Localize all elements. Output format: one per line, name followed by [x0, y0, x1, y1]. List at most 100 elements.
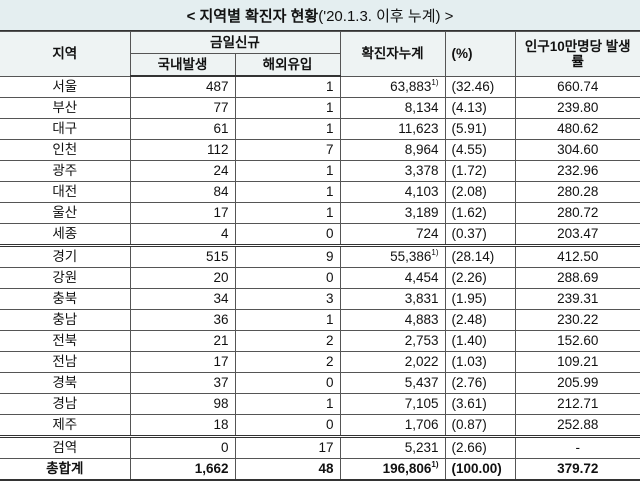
domestic-cell: 17 — [129, 202, 236, 224]
cumulative-cell-value: 55,386 — [390, 249, 432, 264]
imported-cell-value: 1 — [325, 121, 334, 136]
imported-cell: 0 — [234, 414, 341, 438]
rate-cell: 239.80 — [514, 97, 640, 119]
imported-cell: 1 — [234, 118, 341, 140]
cumulative-cell: 3,831 — [339, 288, 446, 310]
percent-cell: (2.48) — [444, 309, 516, 331]
domestic-cell-value: 0 — [220, 440, 229, 455]
rate-cell: - — [514, 436, 640, 459]
imported-cell: 1 — [234, 97, 341, 119]
rate-cell-value: 203.47 — [557, 226, 599, 241]
region-cell: 총합계 — [0, 458, 131, 481]
percent-cell: (4.13) — [444, 97, 516, 119]
imported-cell-value: 7 — [325, 142, 334, 157]
cumulative-cell: 5,231 — [339, 436, 446, 459]
region-cell-value: 경남 — [52, 396, 78, 411]
imported-cell: 9 — [234, 245, 341, 268]
imported-cell: 3 — [234, 288, 341, 310]
cumulative-cell: 3,189 — [339, 202, 446, 224]
percent-cell-value: (1.03) — [451, 354, 487, 369]
rate-cell: 109.21 — [514, 351, 640, 373]
percent-cell: (0.87) — [444, 414, 516, 438]
cumulative-cell-value: 196,806 — [382, 461, 432, 476]
cumulative-cell-value: 5,437 — [404, 375, 439, 390]
footnote-marker: 1) — [431, 77, 439, 87]
imported-cell-value: 2 — [325, 333, 334, 348]
region-cell: 경북 — [0, 372, 131, 394]
domestic-cell-value: 487 — [205, 79, 229, 94]
rate-cell-value: 239.31 — [557, 291, 599, 306]
imported-cell-value: 17 — [318, 440, 334, 455]
domestic-cell: 24 — [129, 160, 236, 182]
cumulative-cell-value: 2,753 — [404, 333, 439, 348]
rate-cell: 205.99 — [514, 372, 640, 394]
footnote-marker: 1) — [431, 248, 439, 257]
percent-cell-value: (5.91) — [451, 121, 487, 136]
region-cell: 서울 — [0, 75, 131, 98]
domestic-cell: 61 — [129, 118, 236, 140]
table-row: 경남 98 1 7,105 (3.61) 212.71 — [0, 393, 640, 415]
cumulative-cell-value: 63,883 — [390, 78, 432, 94]
table-row: 전북 21 2 2,753 (1.40) 152.60 — [0, 330, 640, 352]
imported-cell-value: 1 — [325, 184, 334, 199]
region-cell-value: 대전 — [52, 184, 78, 199]
cumulative-cell: 4,883 — [339, 309, 446, 331]
domestic-cell: 77 — [129, 97, 236, 119]
imported-cell-value: 1 — [325, 312, 334, 327]
rate-cell: 412.50 — [514, 245, 640, 268]
title-sub: ('20.1.3. 이후 누계) > — [318, 7, 454, 25]
domestic-cell-value: 112 — [206, 142, 229, 157]
header-new-today: 금일신규 — [129, 31, 341, 54]
table-row: 검역 0 17 5,231 (2.66) - — [0, 436, 640, 459]
imported-cell-value: 3 — [325, 291, 334, 306]
percent-cell-value: (1.40) — [451, 333, 487, 348]
rate-cell: 288.69 — [514, 267, 640, 289]
percent-cell-value: (1.62) — [451, 205, 487, 220]
region-cell: 대구 — [0, 118, 131, 140]
domestic-cell-value: 34 — [213, 291, 229, 306]
domestic-cell-value: 37 — [213, 375, 229, 390]
region-cell-value: 검역 — [52, 440, 78, 455]
rate-cell-value: 152.60 — [557, 333, 599, 348]
percent-cell-value: (100.00) — [451, 461, 502, 476]
percent-cell-value: (28.14) — [451, 249, 495, 264]
cumulative-cell: 4,454 — [339, 267, 446, 289]
region-cell-value: 총합계 — [46, 461, 84, 476]
percent-cell-value: (1.72) — [451, 163, 487, 178]
imported-cell: 1 — [234, 309, 341, 331]
percent-cell: (4.55) — [444, 139, 516, 161]
rate-cell-value: 230.22 — [557, 312, 599, 327]
table-title: < 지역별 확진자 현황 ('20.1.3. 이후 누계) > — [0, 0, 640, 31]
imported-cell-value: 0 — [325, 375, 334, 390]
region-cell-value: 부산 — [52, 100, 78, 115]
cumulative-cell: 2,753 — [339, 330, 446, 352]
rate-cell: 232.96 — [514, 160, 640, 182]
domestic-cell-value: 84 — [213, 184, 229, 199]
region-cell: 충북 — [0, 288, 131, 310]
percent-cell-value: (2.66) — [451, 440, 487, 455]
table-row: 부산 77 1 8,134 (4.13) 239.80 — [0, 97, 640, 119]
imported-cell-value: 1 — [325, 205, 334, 220]
domestic-cell-value: 98 — [213, 396, 229, 411]
percent-cell: (1.40) — [444, 330, 516, 352]
domestic-cell: 20 — [129, 267, 236, 289]
imported-cell: 17 — [234, 436, 341, 459]
table-row: 총합계 1,662 48 196,8061) (100.00) 379.72 — [0, 458, 640, 481]
region-cell-value: 충남 — [52, 312, 78, 327]
domestic-cell: 36 — [129, 309, 236, 331]
rate-cell-value: 232.96 — [557, 163, 599, 178]
domestic-cell: 18 — [129, 414, 236, 438]
percent-cell: (2.66) — [444, 436, 516, 459]
rate-cell: 230.22 — [514, 309, 640, 331]
domestic-cell: 84 — [129, 181, 236, 203]
rate-cell-value: 205.99 — [557, 375, 599, 390]
percent-cell: (28.14) — [444, 245, 516, 268]
rate-cell-value: 280.28 — [557, 184, 599, 199]
region-cell-value: 대구 — [52, 121, 78, 136]
imported-cell-value: 1 — [325, 100, 334, 115]
percent-cell: (2.76) — [444, 372, 516, 394]
domestic-cell: 1,662 — [129, 458, 236, 481]
region-cell-value: 충북 — [52, 291, 78, 306]
percent-cell-value: (2.08) — [451, 184, 487, 199]
header-imported: 해외유입 — [234, 53, 340, 77]
